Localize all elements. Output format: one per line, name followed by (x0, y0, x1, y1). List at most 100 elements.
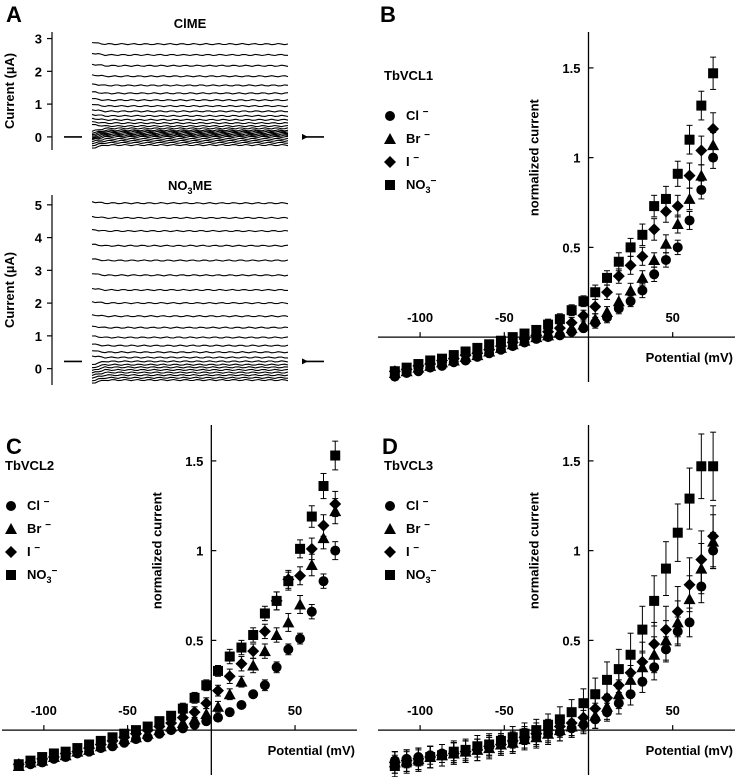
marker-diamond (235, 657, 248, 670)
x-tick-label: 50 (665, 310, 679, 325)
marker-triangle (305, 559, 318, 570)
legend-entry: Br − (27, 520, 51, 536)
marker-square (554, 714, 565, 725)
y-tick-label: 3 (35, 263, 42, 278)
marker-square (259, 608, 270, 619)
current-trace (91, 366, 289, 371)
y-tick-label: 0.5 (562, 633, 580, 648)
marker-diamond (683, 169, 696, 182)
marker-square (672, 168, 683, 179)
marker-circle (625, 296, 636, 307)
y-axis-label: normalized current (526, 98, 541, 216)
marker-triangle (624, 284, 637, 296)
current-trace (91, 133, 289, 138)
current-trace (91, 363, 289, 369)
marker-diamond (659, 623, 672, 636)
y-tick-label: 1 (35, 329, 42, 344)
marker-diamond (636, 655, 649, 668)
marker-triangle (294, 598, 307, 610)
marker-square (48, 748, 59, 759)
marker-circle (259, 680, 270, 691)
current-trace (91, 343, 289, 347)
marker-square (330, 450, 341, 461)
marker-square (684, 493, 695, 504)
marker-square (72, 743, 83, 754)
current-trace (91, 273, 289, 277)
marker-square (389, 366, 400, 377)
marker-square (142, 721, 153, 732)
marker-square (625, 649, 636, 660)
marker-circle (295, 633, 306, 644)
series-br (388, 514, 720, 774)
marker-circle (318, 576, 329, 587)
marker-square (543, 319, 554, 330)
x-tick-label: -100 (407, 310, 433, 325)
y-tick-label: 1 (573, 151, 580, 166)
current-trace (91, 314, 289, 318)
marker-diamond (329, 497, 342, 510)
marker-square (448, 350, 459, 361)
current-trace (91, 104, 289, 108)
series-cl (13, 541, 341, 772)
marker-square (154, 716, 165, 727)
x-axis-label: Potential (mV) (268, 743, 355, 758)
marker-circle (696, 184, 707, 195)
marker-square (436, 353, 447, 364)
marker-square (460, 346, 471, 357)
marker-triangle (612, 295, 625, 307)
legend-entry: Cl − (27, 497, 50, 513)
y-tick-label: 4 (35, 231, 43, 246)
current-trace (91, 109, 288, 113)
marker-square (385, 570, 395, 580)
marker-triangle (659, 237, 672, 249)
marker-triangle (5, 523, 17, 534)
panel-title: TbVCL1 (384, 68, 433, 83)
marker-triangle (577, 318, 590, 330)
marker-square (318, 481, 329, 492)
marker-square (189, 692, 200, 703)
marker-square (425, 355, 436, 366)
iv-plot-panel-c: -100 -50 50 0.5 1 1.5 Potential (mV) normalized… (2, 425, 357, 775)
current-trace (91, 335, 289, 339)
marker-square (578, 296, 589, 307)
y-tick-label: 5 (35, 198, 42, 213)
current-trace (91, 350, 289, 354)
marker-square (578, 698, 589, 709)
current-trace (91, 325, 289, 329)
marker-triangle (589, 313, 602, 325)
current-trace (91, 52, 288, 57)
marker-square (625, 242, 636, 253)
panel-label-b: B (380, 2, 396, 27)
legend-entry: Cl − (406, 497, 429, 513)
x-tick-label: -100 (31, 703, 57, 718)
marker-diamond (565, 316, 578, 329)
current-trace (91, 355, 288, 359)
marker-square (519, 328, 530, 339)
marker-square (166, 710, 177, 721)
y-tick-label: 0 (35, 362, 42, 377)
legend-entry: I − (406, 543, 419, 559)
marker-diamond (589, 300, 602, 313)
current-trace (91, 129, 289, 134)
marker-circle (271, 662, 282, 673)
marker-diamond (671, 605, 684, 618)
marker-triangle (317, 532, 330, 544)
current-trace (91, 97, 289, 102)
current-trace (91, 139, 289, 145)
marker-square (543, 719, 554, 730)
marker-circle (248, 689, 259, 700)
marker-square (660, 563, 671, 574)
marker-diamond (695, 144, 708, 157)
marker-circle (660, 254, 671, 265)
marker-circle (684, 215, 695, 226)
current-trace (91, 258, 289, 262)
y-tick-label: 1.5 (185, 454, 203, 469)
marker-triangle (212, 700, 225, 712)
marker-square (507, 732, 518, 743)
marker-square (413, 755, 424, 766)
marker-diamond (188, 706, 201, 719)
series-br (388, 132, 720, 379)
marker-circle (672, 242, 683, 253)
marker-square (460, 744, 471, 755)
trace-title: ClME (174, 16, 207, 31)
